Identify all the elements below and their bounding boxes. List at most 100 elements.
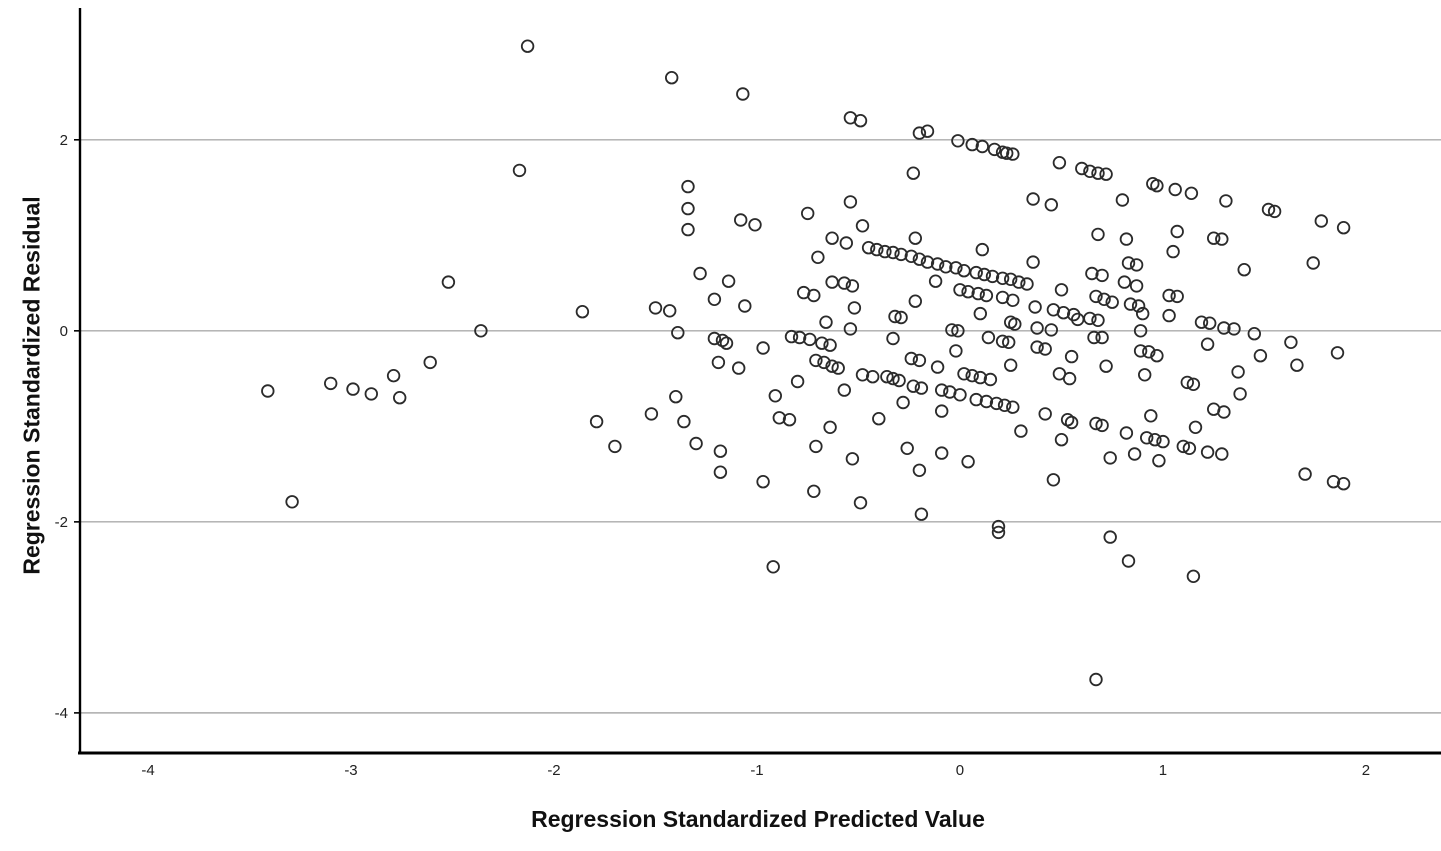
data-point bbox=[904, 249, 919, 263]
data-point bbox=[807, 288, 821, 303]
data-point bbox=[961, 285, 975, 299]
data-point bbox=[1091, 313, 1105, 328]
data-point bbox=[707, 292, 722, 307]
data-point bbox=[1060, 413, 1075, 427]
data-point bbox=[1336, 477, 1351, 491]
data-point bbox=[823, 338, 837, 352]
data-point bbox=[807, 484, 821, 499]
data-point bbox=[1117, 275, 1132, 289]
y-tick-label-2: 2 bbox=[60, 132, 68, 149]
data-point bbox=[1089, 416, 1103, 431]
data-point bbox=[1129, 258, 1144, 272]
data-point bbox=[1129, 279, 1144, 293]
data-point bbox=[1095, 330, 1109, 345]
data-point bbox=[1014, 424, 1028, 438]
data-point bbox=[995, 271, 1010, 286]
data-point bbox=[1215, 447, 1229, 461]
data-point bbox=[1121, 554, 1136, 568]
data-point bbox=[1219, 194, 1233, 208]
data-point bbox=[1115, 193, 1130, 207]
data-point bbox=[766, 560, 780, 574]
data-point bbox=[1247, 327, 1262, 341]
data-point bbox=[989, 396, 1004, 411]
data-point bbox=[853, 113, 868, 128]
data-point bbox=[386, 369, 401, 383]
data-point bbox=[1097, 292, 1111, 307]
data-point bbox=[843, 322, 858, 336]
data-point bbox=[285, 495, 299, 509]
data-point bbox=[1176, 439, 1191, 454]
data-point bbox=[853, 496, 868, 510]
data-point bbox=[1103, 530, 1117, 544]
data-point bbox=[870, 242, 884, 257]
data-point bbox=[474, 324, 488, 338]
data-point bbox=[878, 244, 892, 259]
data-point bbox=[671, 326, 685, 340]
data-point bbox=[1064, 415, 1079, 430]
data-point bbox=[782, 413, 797, 427]
data-point bbox=[973, 306, 988, 321]
data-point bbox=[1044, 323, 1059, 337]
data-point bbox=[1217, 321, 1231, 335]
data-point bbox=[1237, 263, 1251, 277]
data-point bbox=[648, 301, 663, 315]
data-point bbox=[1166, 244, 1180, 259]
data-point bbox=[1180, 375, 1195, 390]
data-point bbox=[1046, 473, 1061, 487]
data-point bbox=[1170, 224, 1184, 239]
data-point bbox=[1261, 202, 1276, 217]
data-point bbox=[894, 247, 908, 262]
data-point bbox=[961, 455, 975, 469]
data-point bbox=[1170, 289, 1184, 304]
data-point bbox=[1202, 316, 1217, 330]
x-tick-label--2: -2 bbox=[547, 762, 560, 779]
data-point bbox=[1000, 146, 1014, 160]
data-point bbox=[1056, 306, 1071, 320]
data-point bbox=[928, 274, 943, 288]
data-point bbox=[809, 353, 823, 368]
data-point bbox=[908, 231, 923, 245]
x-tick-label--3: -3 bbox=[344, 762, 357, 779]
data-point bbox=[719, 336, 734, 350]
data-point bbox=[912, 252, 927, 266]
data-point bbox=[1137, 368, 1152, 382]
data-point bbox=[1186, 569, 1201, 584]
data-point bbox=[1089, 672, 1103, 687]
data-point bbox=[815, 336, 829, 350]
data-point bbox=[930, 360, 945, 374]
data-point bbox=[904, 351, 919, 366]
data-point bbox=[1004, 358, 1018, 372]
data-point bbox=[1091, 227, 1105, 242]
data-point bbox=[886, 371, 900, 386]
data-point bbox=[977, 267, 992, 282]
data-point bbox=[1123, 297, 1138, 311]
y-axis-title: Regression Standardized Residual bbox=[18, 196, 45, 575]
data-point bbox=[837, 276, 852, 290]
data-point bbox=[1131, 299, 1146, 313]
data-point bbox=[1091, 166, 1105, 180]
data-point bbox=[912, 126, 927, 140]
data-point bbox=[1200, 445, 1215, 459]
data-point bbox=[855, 368, 870, 382]
data-point bbox=[790, 374, 805, 389]
data-point bbox=[736, 87, 750, 101]
data-point bbox=[1020, 277, 1034, 291]
data-point bbox=[784, 329, 799, 344]
data-point bbox=[930, 257, 945, 271]
data-point bbox=[1330, 346, 1345, 360]
data-point bbox=[920, 255, 935, 269]
data-point bbox=[908, 294, 923, 308]
data-point bbox=[681, 201, 695, 216]
data-point bbox=[738, 299, 752, 313]
data-point bbox=[575, 305, 590, 319]
data-point bbox=[825, 359, 839, 373]
data-point bbox=[935, 446, 949, 460]
data-point bbox=[1004, 272, 1018, 287]
data-point bbox=[1121, 256, 1136, 270]
data-point bbox=[1095, 418, 1109, 433]
data-point bbox=[1314, 214, 1329, 228]
data-point bbox=[894, 310, 908, 325]
data-point bbox=[1184, 186, 1199, 201]
data-point bbox=[665, 70, 679, 85]
data-point bbox=[1139, 431, 1154, 445]
